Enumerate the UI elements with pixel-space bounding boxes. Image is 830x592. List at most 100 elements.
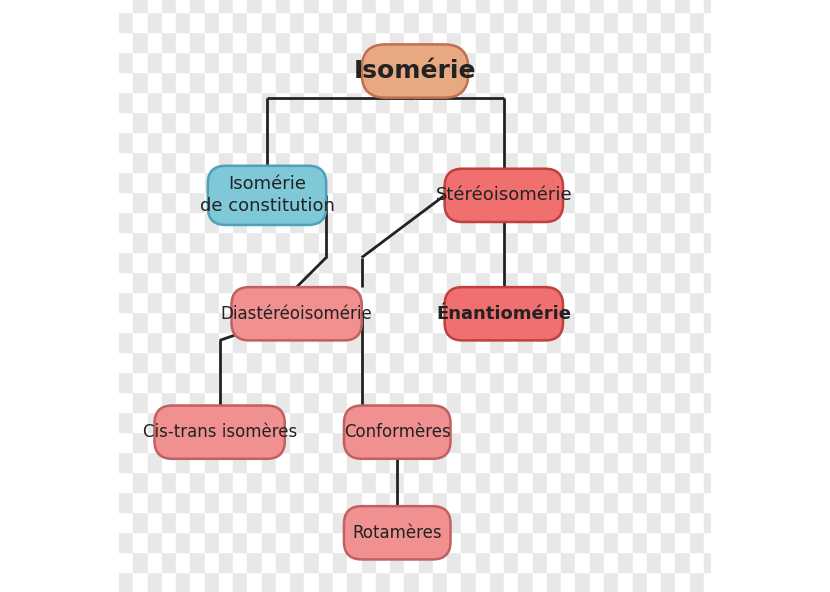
Bar (261, 32, 276, 52)
Bar (590, 172, 604, 192)
Bar (190, 0, 204, 12)
Text: Diastéréoisomérie: Diastéréoisomérie (221, 305, 373, 323)
Bar (575, 212, 590, 232)
FancyBboxPatch shape (445, 287, 563, 340)
Bar (490, 272, 504, 292)
Bar (704, 272, 718, 292)
Bar (547, 572, 561, 592)
Bar (176, 92, 190, 112)
Bar (632, 252, 647, 272)
Bar (533, 312, 547, 332)
Bar (162, 192, 176, 212)
Bar (461, 112, 476, 132)
Bar (447, 432, 461, 452)
Bar (362, 192, 376, 212)
Bar (148, 332, 162, 352)
Bar (162, 52, 176, 72)
FancyBboxPatch shape (344, 506, 451, 559)
Bar (219, 512, 233, 532)
Bar (432, 72, 447, 92)
Bar (261, 72, 276, 92)
Bar (632, 572, 647, 592)
Bar (690, 172, 704, 192)
FancyBboxPatch shape (208, 166, 326, 225)
Bar (632, 12, 647, 32)
Bar (476, 52, 490, 72)
Bar (119, 272, 134, 292)
Bar (134, 232, 148, 252)
Bar (190, 372, 204, 392)
Bar (533, 192, 547, 212)
Bar (404, 352, 418, 372)
Bar (604, 232, 618, 252)
Bar (319, 212, 333, 232)
Bar (204, 532, 219, 552)
Bar (219, 252, 233, 272)
Bar (319, 492, 333, 512)
Bar (461, 72, 476, 92)
Bar (676, 212, 690, 232)
Bar (390, 212, 404, 232)
Bar (647, 72, 661, 92)
Bar (604, 352, 618, 372)
Bar (390, 352, 404, 372)
Bar (432, 152, 447, 172)
Bar (247, 292, 261, 312)
Bar (148, 452, 162, 472)
Bar (362, 492, 376, 512)
Bar (190, 52, 204, 72)
Bar (204, 312, 219, 332)
Bar (418, 152, 432, 172)
Bar (333, 252, 347, 272)
Bar (290, 252, 305, 272)
Bar (362, 52, 376, 72)
Bar (533, 292, 547, 312)
Bar (204, 412, 219, 432)
Bar (148, 572, 162, 592)
Bar (661, 52, 676, 72)
Bar (561, 292, 575, 312)
FancyBboxPatch shape (232, 287, 362, 340)
Bar (390, 472, 404, 492)
Bar (261, 12, 276, 32)
Bar (447, 472, 461, 492)
Bar (447, 292, 461, 312)
Bar (148, 512, 162, 532)
Bar (476, 192, 490, 212)
Bar (305, 292, 319, 312)
Bar (590, 552, 604, 572)
Bar (590, 132, 604, 152)
Bar (404, 132, 418, 152)
Bar (290, 152, 305, 172)
Bar (561, 432, 575, 452)
Bar (390, 332, 404, 352)
Bar (347, 92, 362, 112)
Bar (618, 252, 632, 272)
Bar (490, 212, 504, 232)
Bar (276, 112, 290, 132)
Bar (647, 312, 661, 332)
Bar (319, 192, 333, 212)
Bar (219, 492, 233, 512)
Bar (219, 452, 233, 472)
Bar (376, 132, 390, 152)
Bar (547, 552, 561, 572)
Bar (561, 512, 575, 532)
Bar (476, 112, 490, 132)
Bar (447, 392, 461, 412)
Bar (632, 532, 647, 552)
Bar (333, 172, 347, 192)
Bar (376, 32, 390, 52)
Bar (647, 212, 661, 232)
Bar (190, 132, 204, 152)
Bar (418, 112, 432, 132)
Bar (690, 552, 704, 572)
Bar (204, 352, 219, 372)
Bar (319, 392, 333, 412)
Bar (632, 552, 647, 572)
Bar (376, 152, 390, 172)
Bar (519, 352, 533, 372)
Bar (162, 432, 176, 452)
Bar (148, 152, 162, 172)
Bar (547, 52, 561, 72)
